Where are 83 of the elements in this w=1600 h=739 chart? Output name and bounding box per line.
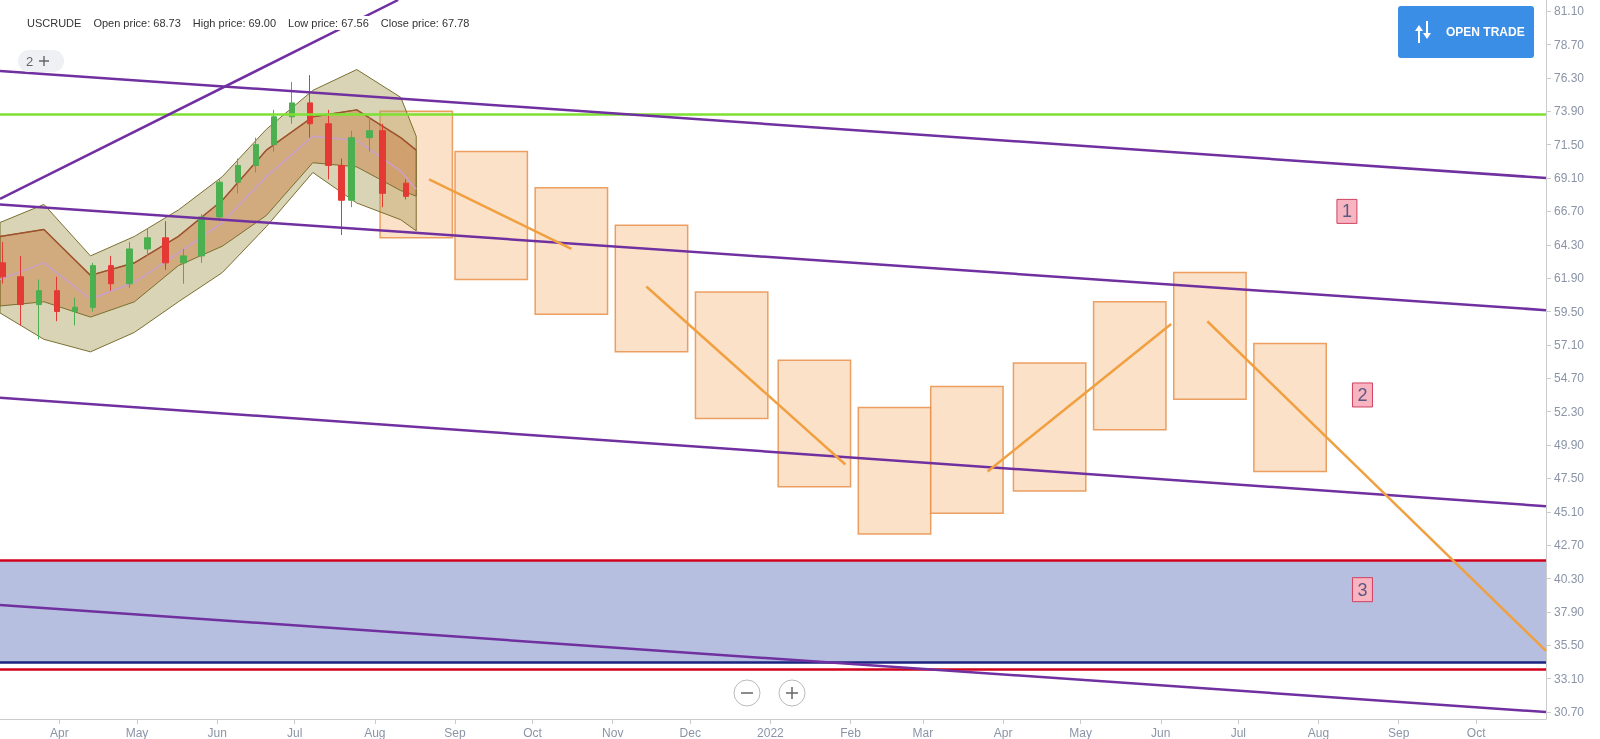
- x-tick-label: Nov: [602, 726, 624, 739]
- candlestick: [54, 276, 60, 322]
- y-tick-label: 35.50: [1554, 638, 1585, 653]
- candlestick: [36, 279, 42, 340]
- x-tick-label: Apr: [993, 726, 1013, 739]
- x-tick-label: Aug: [1307, 726, 1330, 739]
- x-tick-label: Mar: [912, 726, 934, 739]
- candlestick: [271, 109, 277, 153]
- annotation: 1: [1341, 201, 1352, 222]
- y-tick-label: 45.10: [1554, 504, 1585, 519]
- x-tick-label: Feb: [840, 726, 862, 739]
- candlestick: [0, 241, 6, 285]
- candlestick: [366, 116, 373, 153]
- bar: [614, 224, 689, 353]
- annotation: 2: [1357, 384, 1368, 405]
- candlestick: [144, 227, 151, 257]
- line-series: [0, 109, 417, 277]
- y-tick-label: 33.10: [1554, 671, 1585, 686]
- annotation: 3: [1357, 579, 1368, 600]
- annotation: Low price: 67.56: [288, 17, 369, 29]
- trade-button: OPEN TRADE: [1398, 6, 1534, 58]
- y-tick-label: 40.30: [1554, 571, 1585, 586]
- y-tick-label: 37.90: [1554, 604, 1585, 619]
- annotation: Open price: 68.73: [93, 17, 181, 29]
- candlestick: [379, 123, 386, 208]
- annotation: Close price: 67.78: [380, 17, 470, 29]
- bar: [1172, 271, 1247, 400]
- y-tick-label: 54.70: [1554, 371, 1585, 386]
- candlestick: [325, 109, 332, 180]
- x-tick-label: Oct: [523, 726, 543, 739]
- bar: [1012, 362, 1087, 492]
- candlestick: [338, 158, 345, 236]
- y-tick-label: 49.90: [1554, 438, 1585, 453]
- candlestick: [198, 213, 205, 264]
- candlestick: [108, 255, 114, 292]
- y-tick-label: 66.70: [1554, 204, 1585, 219]
- y-tick-label: 59.50: [1554, 304, 1585, 319]
- candlestick: [403, 178, 409, 200]
- x-tick-label: May: [1069, 726, 1092, 739]
- x-tick-label: Jul: [287, 726, 303, 739]
- candlestick: [17, 255, 24, 326]
- y-tick-label: 81.10: [1554, 4, 1585, 19]
- x-tick-label: Jun: [207, 726, 227, 739]
- candlestick: [72, 297, 78, 326]
- y-tick-label: 76.30: [1554, 70, 1585, 85]
- x-tick-label: Sep: [1387, 726, 1410, 739]
- y-tick-label: 73.90: [1554, 104, 1585, 119]
- y-tick-label: 42.70: [1554, 538, 1585, 553]
- x-tick-label: Dec: [679, 726, 701, 739]
- x-tick-label: May: [125, 726, 149, 739]
- bar: [1253, 342, 1327, 473]
- x-tick-label: Sep: [444, 726, 467, 739]
- x-tick-label: Apr: [50, 726, 69, 739]
- annotation: 2: [26, 53, 34, 69]
- text: USCRUDE: [27, 17, 82, 29]
- candlestick: [126, 241, 133, 289]
- candlestick: [162, 220, 169, 271]
- bar: [694, 291, 769, 420]
- x-tick-label: 2022: [757, 726, 785, 739]
- y-tick-label: 57.10: [1554, 337, 1585, 352]
- y-tick-label: 71.50: [1554, 137, 1585, 152]
- y-tick-label: 69.10: [1554, 171, 1585, 186]
- x-tick-label: Jun: [1151, 726, 1171, 739]
- x-tick-label: Oct: [1466, 726, 1487, 739]
- candlestick: [235, 158, 241, 194]
- candlestick: [90, 262, 96, 313]
- y-tick-label: 47.50: [1554, 471, 1585, 486]
- bar: [777, 359, 852, 488]
- x-tick-label: Jul: [1230, 726, 1247, 739]
- line-series: [0, 135, 417, 300]
- y-tick-label: 64.30: [1554, 237, 1585, 252]
- y-tick-label: 61.90: [1554, 271, 1585, 286]
- candlestick: [253, 137, 259, 173]
- candlestick: [348, 130, 355, 208]
- x-tick-label: Aug: [364, 726, 386, 739]
- annotation: OPEN TRADE: [1446, 25, 1525, 39]
- y-tick-label: 52.30: [1554, 404, 1585, 419]
- candlestick: [180, 248, 187, 285]
- annotation: High price: 69.00: [192, 17, 277, 29]
- y-tick-label: 30.70: [1554, 705, 1585, 720]
- y-tick-label: 78.70: [1554, 37, 1585, 52]
- bar: [1092, 301, 1167, 431]
- bar: [534, 187, 609, 316]
